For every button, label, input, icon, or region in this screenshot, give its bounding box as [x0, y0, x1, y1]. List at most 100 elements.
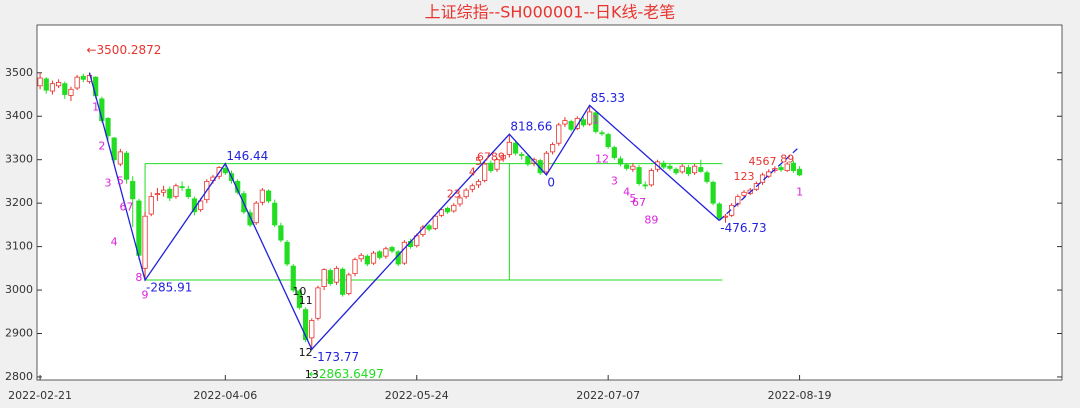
candle-body: [160, 189, 167, 193]
candle-body: [457, 197, 463, 205]
count-label: 12: [299, 346, 313, 359]
y-tick-label: 3400: [5, 109, 33, 122]
x-tick-label: 2022-07-07: [576, 389, 640, 402]
candle-body: [377, 251, 383, 258]
candle-body: [43, 78, 49, 91]
candle-body: [617, 158, 624, 165]
candle-body: [93, 76, 99, 97]
candle-body: [580, 119, 587, 126]
candle-body: [284, 241, 290, 265]
candle-body: [62, 83, 68, 95]
candle-body: [136, 200, 142, 256]
candle-body: [247, 212, 253, 226]
y-tick-label: 2900: [5, 327, 33, 340]
pen-label: 818.66: [510, 120, 552, 134]
candle-body: [364, 255, 370, 265]
y-tick-label: 3200: [5, 196, 33, 209]
candle-body: [593, 112, 599, 132]
candle-body: [432, 215, 438, 229]
candle-body: [766, 171, 772, 177]
candle-body: [556, 124, 562, 144]
candle-body: [525, 155, 531, 165]
candle-body: [68, 88, 74, 96]
candle-body: [49, 83, 56, 92]
pen-label: -173.77: [313, 350, 359, 364]
count-label: 5: [475, 155, 482, 168]
candle-body: [327, 270, 333, 284]
count-label: 89: [780, 153, 794, 166]
candle-body: [389, 247, 395, 252]
candle-body: [352, 259, 358, 274]
candle-body: [463, 189, 469, 198]
candle-body: [475, 181, 482, 186]
candle-body: [259, 189, 265, 203]
candle-body: [56, 81, 62, 87]
count-label: 10: [292, 285, 306, 298]
candle-body: [74, 76, 80, 89]
pen-label: 85.33: [591, 91, 625, 105]
candle-body: [80, 75, 86, 80]
candle-body: [679, 165, 685, 173]
candle-body: [272, 202, 278, 226]
x-tick-label: 2022-02-21: [8, 389, 72, 402]
count-label: 3: [105, 177, 112, 190]
candle-body: [605, 134, 611, 148]
candle-body: [185, 188, 191, 198]
count-label: 1: [592, 114, 599, 127]
candle-body: [692, 165, 698, 174]
candle-body: [549, 144, 556, 153]
candle-body: [741, 191, 747, 196]
count-label: 1: [796, 185, 803, 198]
candle-body: [661, 162, 667, 168]
candle-body: [105, 118, 111, 137]
candle-body: [198, 200, 204, 211]
candle-body: [401, 241, 407, 264]
y-tick-label: 2800: [5, 370, 33, 383]
candle-body: [482, 163, 488, 181]
candle-body: [506, 141, 512, 155]
candle-body: [710, 181, 716, 204]
candle-body: [438, 209, 445, 216]
x-tick-label: 2022-04-06: [193, 389, 257, 402]
pen-line: [88, 72, 720, 351]
candle-body: [358, 254, 364, 260]
candle-body: [333, 267, 340, 283]
count-label: 67: [120, 200, 134, 213]
candle-body: [574, 118, 580, 129]
count-label: 9: [142, 288, 149, 301]
pen-label: -476.73: [720, 221, 766, 235]
candle-body: [469, 185, 475, 190]
candle-body: [685, 167, 692, 175]
candle-body: [383, 248, 389, 257]
candle-body: [426, 225, 432, 230]
count-label: 4: [469, 166, 476, 179]
count-label: 13: [305, 368, 319, 381]
candle-body: [630, 165, 636, 170]
candle-body: [673, 168, 679, 174]
candle-body: [148, 196, 154, 215]
y-tick-label: 3500: [5, 66, 33, 79]
count-label: 4: [623, 185, 630, 198]
candle-body: [488, 162, 494, 171]
candle-body: [179, 186, 185, 189]
candle-body: [222, 167, 228, 174]
candle-body: [667, 165, 673, 169]
candle-body: [290, 265, 296, 291]
candle-body: [587, 111, 593, 125]
count-label: 123: [734, 170, 755, 183]
y-tick-label: 3300: [5, 153, 33, 166]
candle-body: [130, 181, 136, 200]
candle-body: [451, 204, 457, 212]
count-label: 3: [611, 174, 618, 187]
count-label: 5: [629, 192, 636, 205]
candle-body: [117, 151, 123, 165]
candle-body: [636, 167, 642, 184]
candle-body: [154, 193, 161, 195]
x-tick-label: 2022-08-19: [768, 389, 832, 402]
count-label: 67: [632, 196, 646, 209]
plot-area: [36, 24, 1063, 381]
x-tick-label: 2022-05-24: [385, 389, 449, 402]
candle-body: [123, 152, 130, 180]
count-label: 4: [111, 235, 118, 248]
